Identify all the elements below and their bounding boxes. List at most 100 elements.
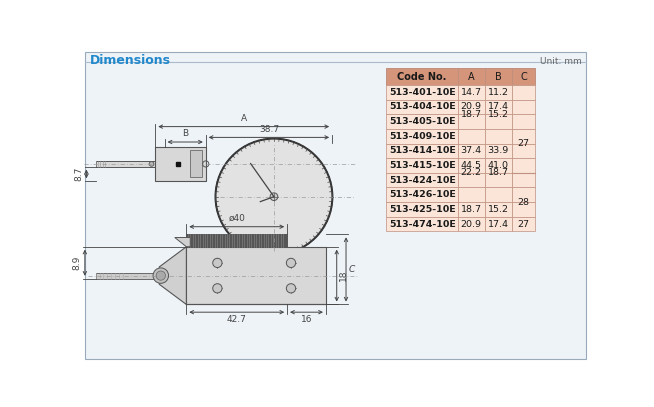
Text: 513-474-10E: 513-474-10E xyxy=(389,219,456,228)
Bar xyxy=(387,129,458,144)
Text: 20.9: 20.9 xyxy=(460,103,482,112)
Bar xyxy=(485,144,512,158)
Bar xyxy=(512,68,535,85)
Bar xyxy=(387,85,458,100)
Text: 513-401-10E: 513-401-10E xyxy=(389,88,456,97)
Circle shape xyxy=(153,268,169,283)
Bar xyxy=(458,158,485,173)
Bar xyxy=(190,151,202,177)
Text: 33.9: 33.9 xyxy=(488,147,509,155)
Bar xyxy=(512,158,535,173)
Bar xyxy=(387,217,458,231)
Text: 17.4: 17.4 xyxy=(488,103,509,112)
Text: 16: 16 xyxy=(301,315,312,324)
Bar xyxy=(458,217,485,231)
Bar xyxy=(186,247,326,304)
Bar xyxy=(485,158,512,173)
Bar xyxy=(458,114,485,129)
Text: A: A xyxy=(241,114,247,123)
Text: 15.2: 15.2 xyxy=(488,205,509,214)
Text: Dimensions: Dimensions xyxy=(90,54,171,67)
Text: 27: 27 xyxy=(517,139,530,148)
Bar xyxy=(458,68,485,85)
Bar xyxy=(186,234,287,247)
Bar xyxy=(485,188,512,202)
Bar xyxy=(387,144,458,158)
Bar xyxy=(512,217,535,231)
Text: 44.5: 44.5 xyxy=(460,161,482,170)
Text: 18.7: 18.7 xyxy=(460,205,482,214)
Text: 513-425-10E: 513-425-10E xyxy=(389,205,456,214)
Text: 8.7: 8.7 xyxy=(75,167,83,181)
Circle shape xyxy=(216,139,332,254)
Polygon shape xyxy=(175,238,190,247)
Text: 8.9: 8.9 xyxy=(73,256,82,270)
Circle shape xyxy=(286,258,296,267)
Text: 14.7: 14.7 xyxy=(460,88,482,97)
Text: 11.2: 11.2 xyxy=(488,88,509,97)
Bar xyxy=(387,188,458,202)
Text: 15.2: 15.2 xyxy=(488,110,509,119)
Bar xyxy=(387,202,458,217)
Bar xyxy=(512,202,535,217)
Bar xyxy=(95,161,156,166)
Bar xyxy=(512,129,535,144)
Bar xyxy=(512,144,535,158)
Bar xyxy=(458,100,485,114)
Bar xyxy=(485,100,512,114)
Text: ø40: ø40 xyxy=(228,214,245,223)
Circle shape xyxy=(213,284,222,293)
Text: C: C xyxy=(520,72,527,81)
Text: B: B xyxy=(182,129,188,138)
Bar xyxy=(512,100,535,114)
Bar xyxy=(458,85,485,100)
Text: 513-426-10E: 513-426-10E xyxy=(389,190,456,199)
Text: 20.9: 20.9 xyxy=(460,219,482,228)
Bar xyxy=(387,173,458,188)
Text: Unit: mm: Unit: mm xyxy=(540,57,581,66)
Text: 513-405-10E: 513-405-10E xyxy=(389,117,456,126)
Bar xyxy=(485,217,512,231)
Text: 27: 27 xyxy=(517,219,530,228)
Text: 41.0: 41.0 xyxy=(488,161,509,170)
Bar xyxy=(512,173,535,188)
Bar xyxy=(95,273,158,279)
Text: 513-424-10E: 513-424-10E xyxy=(389,176,456,185)
Circle shape xyxy=(213,258,222,267)
Circle shape xyxy=(149,162,154,166)
Text: Code No.: Code No. xyxy=(397,72,447,81)
Text: C: C xyxy=(349,265,354,274)
Circle shape xyxy=(156,271,165,280)
Text: 513-409-10E: 513-409-10E xyxy=(389,132,456,141)
Text: 18: 18 xyxy=(339,270,348,281)
Text: A: A xyxy=(468,72,475,81)
Bar xyxy=(512,114,535,129)
Bar xyxy=(387,158,458,173)
Bar xyxy=(458,173,485,188)
Text: 37.4: 37.4 xyxy=(460,147,482,155)
Bar xyxy=(458,188,485,202)
Text: 22.2: 22.2 xyxy=(460,168,482,177)
Text: 513-415-10E: 513-415-10E xyxy=(389,161,456,170)
Text: 17.4: 17.4 xyxy=(488,219,509,228)
Text: B: B xyxy=(495,72,502,81)
Bar xyxy=(485,202,512,217)
Circle shape xyxy=(286,284,296,293)
Text: 513-404-10E: 513-404-10E xyxy=(389,103,456,112)
Bar xyxy=(156,147,206,181)
Bar xyxy=(485,173,512,188)
Text: 38.7: 38.7 xyxy=(259,125,279,133)
Polygon shape xyxy=(160,247,186,304)
Bar xyxy=(387,68,458,85)
Bar xyxy=(512,85,535,100)
Bar xyxy=(485,85,512,100)
Bar xyxy=(387,114,458,129)
Bar xyxy=(458,144,485,158)
Bar xyxy=(387,100,458,114)
Text: 18.7: 18.7 xyxy=(488,168,509,177)
Text: 513-414-10E: 513-414-10E xyxy=(389,147,456,155)
Bar xyxy=(458,129,485,144)
Bar xyxy=(485,68,512,85)
Text: 42.7: 42.7 xyxy=(227,315,247,324)
Text: 18.7: 18.7 xyxy=(460,110,482,119)
